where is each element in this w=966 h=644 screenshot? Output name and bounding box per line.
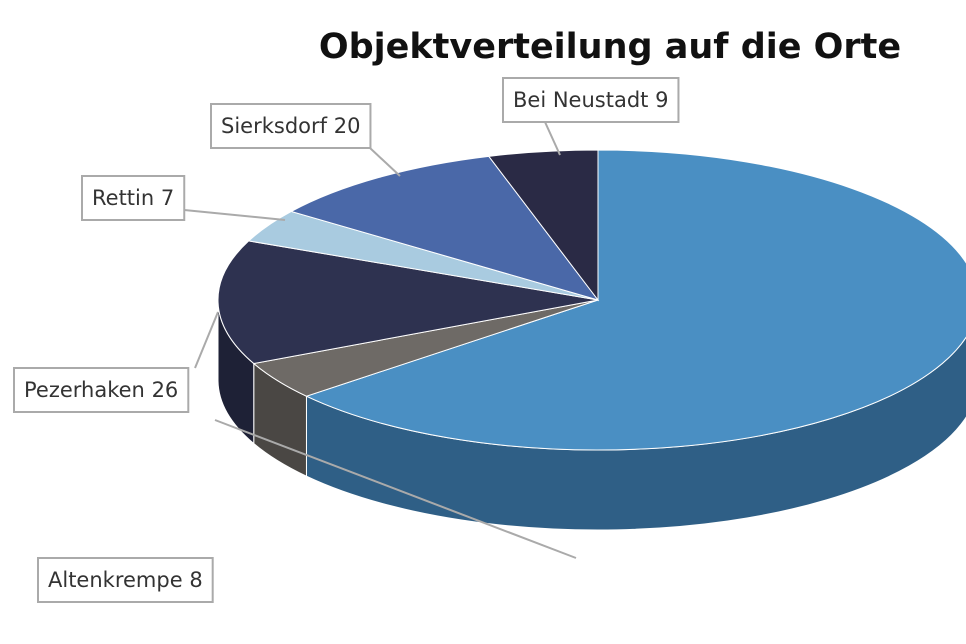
data-label-value: 7 [161,186,174,210]
data-label: Rettin 7 [81,175,186,221]
data-label-value: 8 [189,568,202,592]
label-box [81,175,186,221]
data-label-category: Rettin [92,186,154,210]
data-label: Altenkrempe 8 [37,557,214,603]
data-label-value: 26 [152,378,179,402]
data-label-category: Bei Neustadt [513,88,648,112]
slice [289,155,600,301]
label-box [37,557,214,603]
leader-line [194,311,219,369]
label-box [13,367,190,413]
data-label: Sierksdorf 20 [210,103,372,149]
data-label-category: Sierksdorf [221,114,328,138]
slice [217,240,599,365]
data-label-text: Rettin 7 [92,186,174,210]
chart-title: Objektverteilung auf die Orte [319,27,901,67]
data-label-value: 20 [334,114,361,138]
leader-line [369,147,401,177]
data-label-text: Sierksdorf 20 [221,114,360,138]
data-label-category: Pezerhaken [24,378,145,402]
leader-line [184,209,286,221]
label-box [210,103,372,149]
data-label: Pezerhaken 26 [13,367,190,413]
data-label-text: Bei Neustadt 9 [513,88,668,112]
slice [487,149,599,302]
leader-line [214,419,577,559]
data-label: Bei Neustadt 9 [502,77,680,123]
data-label-text: Pezerhaken 26 [24,378,178,402]
data-label-value: 9 [655,88,668,112]
data-label-category: Altenkrempe [48,568,183,592]
leader-line [544,121,561,156]
label-box [502,77,680,123]
data-label-text: Altenkrempe 8 [48,568,203,592]
slice [305,149,966,451]
